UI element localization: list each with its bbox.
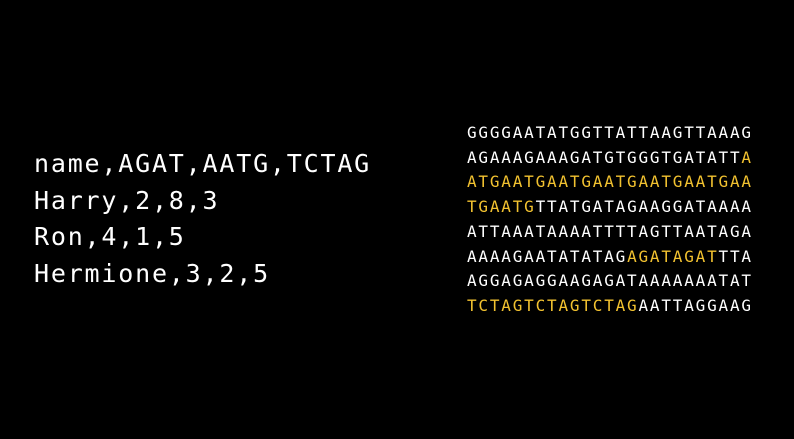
dna-line: AGGAGAGGAAGAGATAAAAAAATAT	[467, 269, 753, 294]
dna-line: AAAAGAATATATAGAGATAGATTTA	[467, 245, 753, 270]
sequence: TTATGATAGAAGGATAAAA	[535, 197, 753, 217]
highlighted-sequence: TCTAGTCTAGTCTAG	[467, 295, 639, 315]
dna-line: GGGGAATATGGTTATTAAGTTAAAG	[467, 121, 753, 146]
csv-line: Harry,2,8,3	[34, 185, 220, 215]
dna-line: TGAATGTTATGATAGAAGGATAAAA	[467, 195, 753, 220]
sequence: TTA	[718, 246, 753, 266]
sequence: AGGAGAGGAAGAGATAAAAAAATAT	[467, 271, 753, 291]
sequence: GGGGAATATGGTTATTAAGTTAAAG	[467, 123, 753, 142]
csv-block: name,AGAT,AATG,TCTAG Harry,2,8,3 Ron,4,1,5…	[34, 146, 371, 292]
dna-line: ATGAATGAATGAATGAATGAATGAA	[467, 170, 753, 195]
sequence: AGAAAGAAAGATGTGGGTGATATT	[467, 147, 742, 167]
csv-line: Hermione,3,2,5	[34, 258, 270, 288]
sequence: AAAAGAATATATAG	[467, 246, 628, 266]
highlighted-sequence: TGAATG	[467, 197, 536, 217]
highlighted-sequence: AGATAGAT	[627, 246, 719, 266]
dna-line: TCTAGTCTAGTCTAGAATTAGGAAG	[467, 294, 753, 319]
highlighted-sequence: A	[741, 147, 753, 167]
dna-block: GGGGAATATGGTTATTAAGTTAAAG AGAAAGAAAGATGTG…	[467, 121, 753, 319]
dna-line: AGAAAGAAAGATGTGGGTGATATTA	[467, 146, 753, 171]
dna-line: ATTAAATAAAATTTTAGTTAATAGA	[467, 220, 753, 245]
csv-line: Ron,4,1,5	[34, 222, 186, 251]
csv-line: name,AGAT,AATG,TCTAG	[34, 149, 372, 178]
highlighted-sequence: ATGAATGAATGAATGAATGAATGAA	[467, 172, 753, 192]
sequence: ATTAAATAAAATTTTAGTTAATAGA	[467, 221, 753, 241]
sequence: AATTAGGAAG	[638, 295, 753, 315]
